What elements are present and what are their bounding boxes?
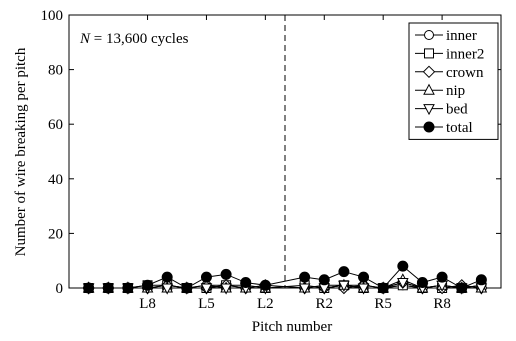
point-total bbox=[83, 282, 95, 294]
point-total bbox=[436, 271, 448, 283]
point-bed bbox=[298, 283, 311, 295]
point-total bbox=[299, 271, 311, 283]
point-total bbox=[377, 282, 389, 294]
point-total bbox=[240, 277, 252, 289]
x-tick-label: L2 bbox=[257, 296, 274, 312]
point-total bbox=[181, 282, 193, 294]
point-total bbox=[122, 282, 134, 294]
point-total bbox=[358, 271, 370, 283]
series-total bbox=[83, 260, 487, 294]
point-total bbox=[161, 271, 173, 283]
point-bed bbox=[338, 280, 350, 292]
x-tick-label: R2 bbox=[316, 296, 334, 312]
legend-marker-inner2 bbox=[424, 48, 434, 59]
x-tick-label: R8 bbox=[433, 296, 451, 312]
legend-box bbox=[408, 22, 499, 140]
annotation-variable: N bbox=[79, 31, 91, 47]
x-tick-label: L5 bbox=[198, 296, 215, 312]
legend-marker-bed bbox=[423, 104, 435, 116]
point-total bbox=[397, 260, 409, 272]
legend-marker-total bbox=[423, 121, 435, 133]
point-total bbox=[318, 274, 330, 286]
point-total bbox=[416, 277, 428, 289]
point-total bbox=[456, 282, 468, 294]
point-total bbox=[475, 274, 487, 286]
legend-label-nip: nip bbox=[446, 83, 465, 99]
legend-label-crown: crown bbox=[446, 65, 484, 81]
legend-label-bed: bed bbox=[446, 102, 468, 118]
annotation-value: = 13,600 cycles bbox=[90, 31, 189, 47]
y-tick-label: 100 bbox=[41, 8, 64, 24]
annotation-text: N = 13,600 cycles bbox=[79, 31, 189, 47]
legend-marker-inner bbox=[424, 30, 434, 40]
x-tick-label: L8 bbox=[139, 296, 156, 312]
y-tick-label: 0 bbox=[56, 281, 64, 297]
point-total bbox=[200, 271, 212, 283]
legend-label-inner2: inner2 bbox=[446, 46, 484, 62]
y-tick-label: 20 bbox=[48, 226, 63, 242]
y-axis-label: Number of wire breaking per pitch bbox=[13, 47, 29, 256]
point-bed bbox=[220, 283, 232, 295]
legend-label-total: total bbox=[446, 120, 473, 136]
point-total bbox=[102, 282, 114, 294]
legend-label-inner: inner bbox=[446, 28, 477, 44]
x-axis-label: Pitch number bbox=[252, 319, 332, 335]
legend-marker-nip bbox=[423, 83, 435, 95]
y-tick-label: 60 bbox=[48, 117, 63, 133]
point-bed bbox=[200, 283, 213, 295]
point-bed bbox=[357, 283, 370, 295]
legend-marker-crown bbox=[422, 65, 436, 79]
y-tick-label: 80 bbox=[48, 63, 63, 79]
point-total bbox=[338, 266, 350, 278]
point-total bbox=[259, 279, 271, 291]
point-total bbox=[220, 268, 232, 280]
x-tick-label: R5 bbox=[374, 296, 392, 312]
y-tick-label: 40 bbox=[48, 172, 63, 188]
legend: inner inner2 crown nip bed total bbox=[408, 22, 499, 140]
point-bed bbox=[161, 283, 174, 295]
point-total bbox=[142, 279, 154, 291]
point-bed bbox=[396, 278, 409, 290]
